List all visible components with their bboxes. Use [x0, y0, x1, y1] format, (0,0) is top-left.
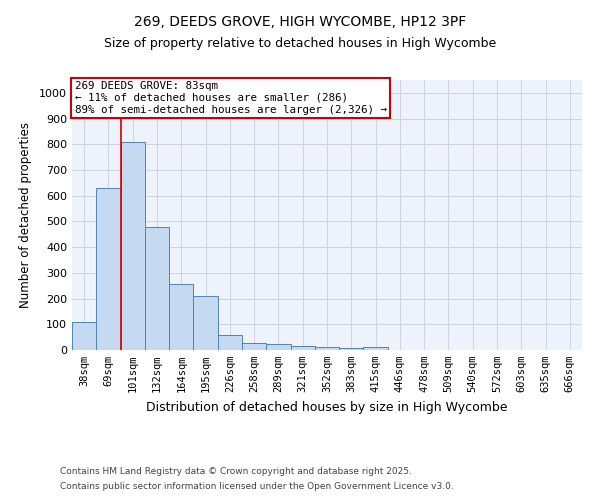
Bar — [364, 348, 388, 350]
Bar — [193, 296, 218, 350]
X-axis label: Distribution of detached houses by size in High Wycombe: Distribution of detached houses by size … — [146, 400, 508, 413]
Bar — [96, 188, 121, 350]
Bar — [242, 343, 266, 350]
Text: 269 DEEDS GROVE: 83sqm
← 11% of detached houses are smaller (286)
89% of semi-de: 269 DEEDS GROVE: 83sqm ← 11% of detached… — [74, 82, 386, 114]
Bar — [218, 334, 242, 350]
Bar — [145, 226, 169, 350]
Bar — [315, 348, 339, 350]
Bar — [290, 346, 315, 350]
Text: 269, DEEDS GROVE, HIGH WYCOMBE, HP12 3PF: 269, DEEDS GROVE, HIGH WYCOMBE, HP12 3PF — [134, 15, 466, 29]
Bar — [339, 348, 364, 350]
Bar — [266, 344, 290, 350]
Text: Size of property relative to detached houses in High Wycombe: Size of property relative to detached ho… — [104, 38, 496, 51]
Bar — [72, 322, 96, 350]
Text: Contains HM Land Registry data © Crown copyright and database right 2025.: Contains HM Land Registry data © Crown c… — [60, 467, 412, 476]
Y-axis label: Number of detached properties: Number of detached properties — [19, 122, 32, 308]
Bar — [169, 284, 193, 350]
Bar — [121, 142, 145, 350]
Text: Contains public sector information licensed under the Open Government Licence v3: Contains public sector information licen… — [60, 482, 454, 491]
